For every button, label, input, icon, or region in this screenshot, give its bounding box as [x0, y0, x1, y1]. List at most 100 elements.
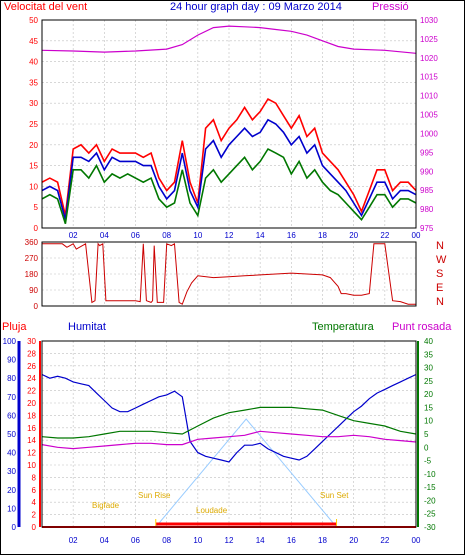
panel3-rain-tick-label: 20	[27, 399, 36, 408]
dewpoint-label: Punt rosada	[392, 321, 452, 333]
panel1-right-tick-label: 980	[420, 205, 434, 214]
pressure-label: Pressió	[372, 1, 409, 13]
panel2-compass-label: W	[436, 254, 447, 266]
temperature-label: Temperatura	[312, 321, 375, 333]
panel1-right-tick-label: 1005	[420, 111, 438, 120]
panel3-rain-tick-label: 28	[27, 349, 36, 358]
panel1-left-tick-label: 5	[34, 203, 39, 212]
panel1-border	[41, 19, 417, 229]
panel1-right-tick-label: 1010	[420, 92, 438, 101]
panel3-temp-tick-label: 10	[424, 417, 433, 426]
panel2-border	[41, 241, 417, 307]
panel3-humidity-tick-label: 30	[7, 467, 16, 476]
panel1-right-tick-label: 1015	[420, 73, 438, 82]
panel1-right-tick-label: 995	[420, 148, 434, 157]
panel3-temp-tick-label: -5	[424, 457, 432, 466]
panel2-series-direction	[42, 242, 416, 305]
panel3-rain-tick-label: 10	[27, 461, 36, 470]
panel1-series-vent	[41, 118, 417, 220]
panel3-humidity-tick-label: 90	[7, 356, 16, 365]
sunset-annotation: Sun Set	[320, 491, 349, 500]
panel3-rain-tick-label: 12	[27, 449, 36, 458]
panel3-rain-tick-label: 6	[32, 486, 37, 495]
panel3-rain-tick-label: 30	[27, 337, 36, 346]
humidity-label: Humitat	[68, 321, 106, 333]
panel3-temp-tick-label: 0	[424, 443, 429, 452]
loudade-annotation: Loudade	[196, 506, 228, 515]
panel3-x-tick-label: 18	[318, 536, 327, 545]
panel3-temp-ticks: -30 -25 -20 -15 -10 -5 0 5 10 15 20 25 30 35 40	[424, 337, 436, 532]
panel1-x-tick-label: 08	[162, 231, 171, 240]
panel2-left-tick-label: 360	[25, 238, 39, 247]
panel1-left-tick-label: 15	[29, 162, 38, 171]
panel1-right-tick-label: 1000	[420, 129, 438, 138]
panel3-x-tick-label: 10	[193, 536, 202, 545]
panel2-compass-label: N	[436, 296, 444, 308]
panel1-left-tick-label: 35	[29, 78, 38, 87]
panel1-left-tick-label: 25	[29, 120, 38, 129]
panel3-x-tick-label: 08	[162, 536, 171, 545]
panel3-x-tick-label: 02	[69, 536, 78, 545]
panel3-rain-tick-label: 8	[32, 473, 37, 482]
panel3-humidity-tick-label: 100	[3, 337, 17, 346]
panel1-left-ticks: 0 5 10 15 20 25 30 35 40 45 50	[29, 16, 38, 233]
panel3-humidity-tick-label: 70	[7, 393, 16, 402]
panel1-x-tick-label: 14	[256, 231, 265, 240]
panel3-rain-tick-label: 26	[27, 362, 36, 371]
panel3-temp-tick-label: 20	[424, 390, 433, 399]
panel3-x-tick-label: 04	[100, 536, 109, 545]
panel3-humidity-tick-label: 0	[12, 523, 17, 532]
panel1-x-ticks: 02 04 06 08 10 12 14 16 18 20 22 00	[69, 231, 421, 240]
panel3-rain-tick-label: 24	[27, 374, 36, 383]
panel3-temp-tick-label: -20	[424, 496, 436, 505]
panel3-rain-tick-label: 2	[32, 511, 37, 520]
panel3-humidity-tick-label: 60	[7, 411, 16, 420]
panel1-right-ticks: 975 980 985 990 995 1000 1005 1010 1015 1020 1025 1…	[420, 16, 438, 233]
panel3-x-ticks: 02 04 06 08 10 12 14 16 18 20 22 00	[69, 536, 421, 545]
panel3-temp-tick-label: -25	[424, 510, 436, 519]
panel1-x-tick-label: 16	[287, 231, 296, 240]
panel1-x-tick-label: 04	[100, 231, 109, 240]
panel3-rain-tick-label: 14	[27, 436, 36, 445]
panel3-x-tick-label: 22	[380, 536, 389, 545]
panel1-series-ratxa	[41, 97, 417, 216]
panel3-x-tick-label: 20	[349, 536, 358, 545]
panel3-temp-tick-label: 40	[424, 337, 433, 346]
panel3-border	[41, 340, 417, 528]
panel3-rain-tick-label: 4	[32, 498, 37, 507]
panel1-right-tick-label: 1030	[420, 16, 438, 25]
wind-speed-label: Velocitat del vent	[4, 1, 87, 13]
panel2-left-tick-label: 0	[34, 302, 39, 311]
panel3-humidity-ticks: 0 10 20 30 40 50 60 70 80 90 100	[3, 337, 17, 532]
panel3-temp-tick-label: 5	[424, 430, 429, 439]
panel1-x-tick-label: 12	[225, 231, 234, 240]
panel3-humidity-tick-label: 20	[7, 486, 16, 495]
sunrise-annotation: Sun Rise	[138, 491, 171, 500]
panel1-x-tick-label: 22	[380, 231, 389, 240]
rain-label: Pluja	[2, 321, 27, 333]
panel3-temp-tick-label: -30	[424, 523, 436, 532]
panel2-left-tick-label: 90	[29, 286, 38, 295]
panel1-series-pressi	[41, 25, 417, 54]
panel2-left-ticks: 0 90 180 270 360	[25, 238, 39, 311]
panel3-humidity-tick-label: 80	[7, 374, 16, 383]
panel1-series	[41, 25, 417, 225]
page-title: 24 hour graph day : 09 Marzo 2014	[170, 1, 342, 13]
panel3-humidity-tick-label: 50	[7, 430, 16, 439]
panel2-compass-label: E	[436, 282, 443, 294]
panel1-left-tick-label: 40	[29, 58, 38, 67]
panel3-rain-tick-label: 18	[27, 411, 36, 420]
panel3-rain-tick-label: 0	[32, 523, 37, 532]
panel3-humidity-tick-label: 40	[7, 449, 16, 458]
panel3-temp-tick-label: 15	[424, 403, 433, 412]
panel3-series-puntrosada	[41, 430, 417, 450]
panel3-temp-tick-label: 30	[424, 364, 433, 373]
panel2-compass-label: S	[436, 268, 443, 280]
panel3-temp-tick-label: -15	[424, 483, 436, 492]
panel3-temp-tick-label: -10	[424, 470, 436, 479]
